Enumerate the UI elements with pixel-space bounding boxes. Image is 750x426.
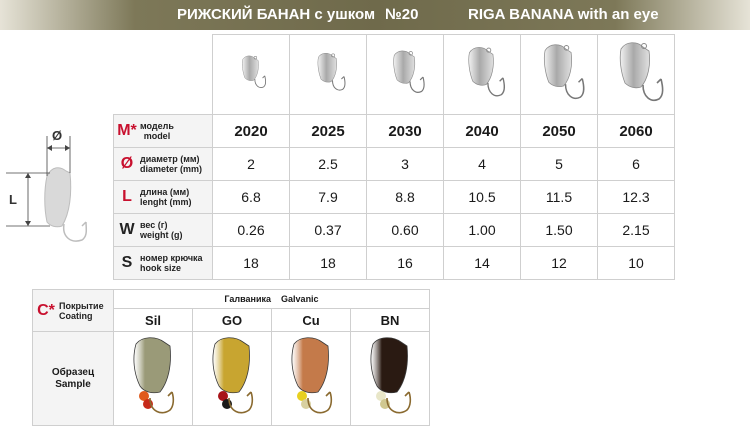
coating-sample-icon xyxy=(370,337,412,414)
galvanic-ru: Галваника xyxy=(224,294,272,304)
weight-label-ru: вес (г) xyxy=(140,220,168,230)
coating-sample-icon xyxy=(291,337,333,414)
jig-icon xyxy=(619,42,664,101)
weight-cell: 1.00 xyxy=(443,213,521,247)
spec-table: M* модель model 2020 2025 2030 2040 2050 … xyxy=(113,34,675,280)
jig-icon xyxy=(543,44,585,99)
weight-cell: 2.15 xyxy=(597,213,675,247)
jig-image xyxy=(366,34,444,115)
sample-image xyxy=(113,331,193,426)
diameter-cell: 2.5 xyxy=(289,147,367,181)
hook-letter: S xyxy=(121,254,133,271)
hook-cell: 12 xyxy=(520,246,598,280)
sample-image xyxy=(192,331,272,426)
model-label-ru: модель xyxy=(140,121,174,131)
length-label-en: lenght (mm) xyxy=(140,197,192,207)
diameter-row: Ø диаметр (мм) diameter (mm) 2 2.5 3 4 5 … xyxy=(113,147,675,181)
model-cell: 2060 xyxy=(597,114,675,148)
image-row xyxy=(113,34,675,115)
weight-cell: 0.60 xyxy=(366,213,444,247)
hook-cell: 16 xyxy=(366,246,444,280)
diameter-cell: 2 xyxy=(212,147,290,181)
length-letter: L xyxy=(122,188,132,205)
length-cell: 8.8 xyxy=(366,180,444,214)
model-cell: 2025 xyxy=(289,114,367,148)
title-en: RIGA BANANA with an eye xyxy=(468,6,659,23)
weight-cell: 0.37 xyxy=(289,213,367,247)
jig-icon xyxy=(393,50,425,93)
coating-label-en: Coating xyxy=(59,310,93,321)
length-cell: 10.5 xyxy=(443,180,521,214)
length-row: L длина (мм) lenght (mm) 6.8 7.9 8.8 10.5… xyxy=(113,180,675,214)
hook-cell: 18 xyxy=(212,246,290,280)
diameter-letter: Ø xyxy=(120,155,134,172)
weight-row: W вес (г) weight (g) 0.26 0.37 0.60 1.00 … xyxy=(113,213,675,247)
jig-icon xyxy=(468,47,506,97)
jig-image xyxy=(212,34,290,115)
hook-label-ru: номер крючка xyxy=(140,253,203,263)
length-cell: 12.3 xyxy=(597,180,675,214)
length-cell: 6.8 xyxy=(212,180,290,214)
sample-label-ru: Образец xyxy=(51,366,95,378)
coating-letter: C* xyxy=(37,301,55,319)
model-letter: M* xyxy=(117,122,137,139)
coating-sample-icon xyxy=(212,337,254,414)
diameter-cell: 3 xyxy=(366,147,444,181)
coating-code: Cu xyxy=(271,308,351,332)
model-cell: 2050 xyxy=(520,114,598,148)
hook-label-en: hook size xyxy=(140,263,182,273)
sample-label-en: Sample xyxy=(55,378,91,390)
sample-image xyxy=(350,331,430,426)
diameter-label: Ø xyxy=(52,128,62,143)
galvanic-en: Galvanic xyxy=(281,294,319,304)
coating-code: GO xyxy=(192,308,272,332)
coating-table: C* Покрытие Coating Галваника Galvanic Si… xyxy=(32,289,430,426)
hook-silhouette xyxy=(62,221,88,242)
diameter-cell: 4 xyxy=(443,147,521,181)
weight-cell: 1.50 xyxy=(520,213,598,247)
diameter-cell: 6 xyxy=(597,147,675,181)
model-cell: 2040 xyxy=(443,114,521,148)
coating-code: BN xyxy=(350,308,430,332)
sample-image xyxy=(271,331,351,426)
model-cell: 2020 xyxy=(212,114,290,148)
hook-cell: 14 xyxy=(443,246,521,280)
length-cell: 7.9 xyxy=(289,180,367,214)
header-banner: РИЖСКИЙ БАНАН с ушком №20 RIGA BANANA wi… xyxy=(0,0,750,30)
model-cell: 2030 xyxy=(366,114,444,148)
model-row: M* модель model 2020 2025 2030 2040 2050 … xyxy=(113,114,675,148)
title-ru: РИЖСКИЙ БАНАН с ушком xyxy=(177,6,376,23)
length-label: L xyxy=(9,192,17,207)
coating-code: Sil xyxy=(113,308,193,332)
coating-sample-icon xyxy=(133,337,175,414)
model-label-en: model xyxy=(143,131,171,141)
diameter-cell: 5 xyxy=(520,147,598,181)
weight-cell: 0.26 xyxy=(212,213,290,247)
jig-image xyxy=(520,34,598,115)
galvanic-header: Галваника Galvanic xyxy=(113,289,430,309)
coating-label-ru: Покрытие xyxy=(59,300,104,311)
length-label-ru: длина (мм) xyxy=(140,187,190,197)
dimension-diagram: Ø L xyxy=(6,128,88,242)
weight-label-en: weight (g) xyxy=(140,230,183,240)
jig-image xyxy=(443,34,521,115)
model-number: №20 xyxy=(385,6,419,23)
jig-silhouette xyxy=(44,167,72,228)
weight-letter: W xyxy=(119,221,135,238)
jig-image xyxy=(289,34,367,115)
hook-cell: 18 xyxy=(289,246,367,280)
jig-image xyxy=(597,34,675,115)
diameter-label-en: diameter (mm) xyxy=(140,164,203,174)
jig-icon xyxy=(317,53,346,91)
length-cell: 11.5 xyxy=(520,180,598,214)
jig-icon xyxy=(242,55,267,88)
hook-row: S номер крючка hook size 18 18 16 14 12 1… xyxy=(113,246,675,280)
diameter-label-ru: диаметр (мм) xyxy=(140,154,200,164)
hook-cell: 10 xyxy=(597,246,675,280)
